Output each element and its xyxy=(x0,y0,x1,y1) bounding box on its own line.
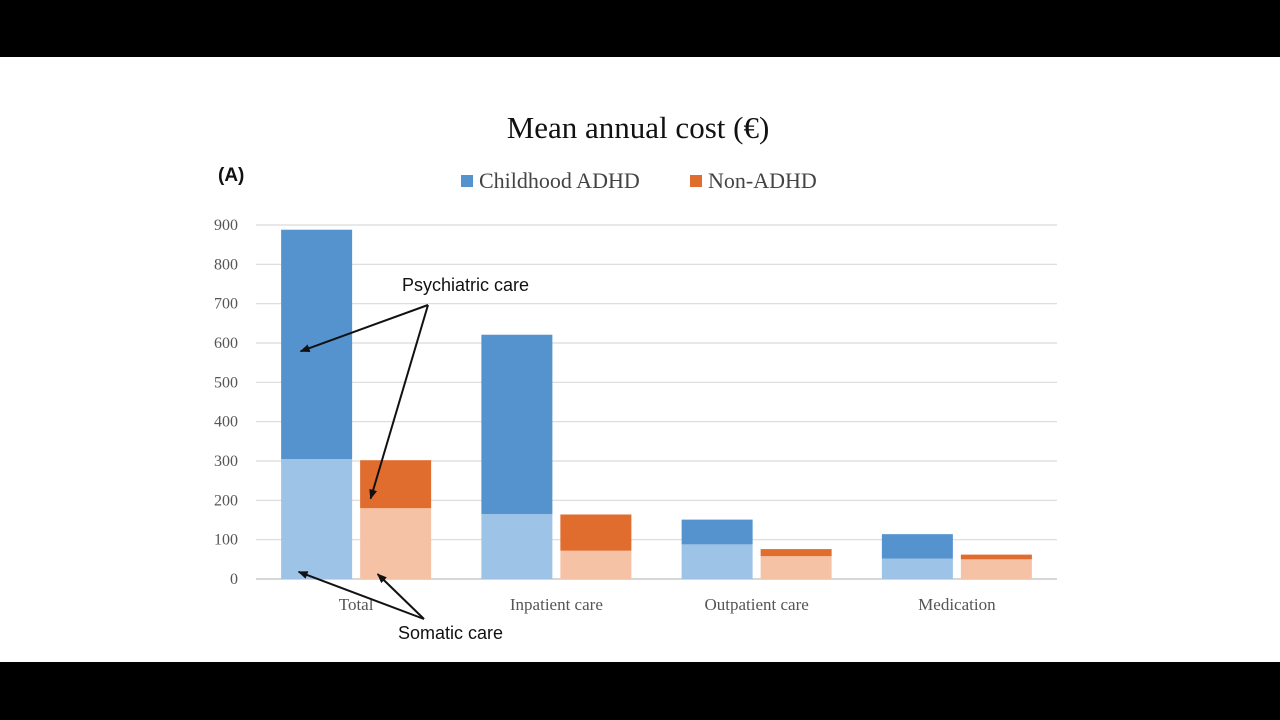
x-tick-label: Total xyxy=(339,595,374,614)
bar-segment-psychiatric xyxy=(560,514,632,551)
legend: Childhood ADHD Non-ADHD xyxy=(461,168,817,193)
legend-label: Non-ADHD xyxy=(708,168,817,193)
annotation-arrow xyxy=(376,573,425,620)
bar-segment-psychiatric xyxy=(960,554,1032,560)
annotation-psychiatric-care: Psychiatric care xyxy=(402,275,529,295)
legend-swatch xyxy=(461,175,473,187)
bar-segment-somatic xyxy=(881,558,953,579)
bar-segment-psychiatric xyxy=(360,460,432,509)
y-tick-label: 900 xyxy=(214,217,238,234)
bars xyxy=(281,229,1032,579)
y-tick-label: 700 xyxy=(214,296,238,313)
legend-swatch xyxy=(690,175,702,187)
x-tick-label: Medication xyxy=(918,595,996,614)
y-axis: 0 100 200 300 400 500 600 700 800 900 xyxy=(214,217,238,588)
chart: Mean annual cost (€) (A) Childhood ADHD N… xyxy=(214,110,1057,643)
x-axis: Total Inpatient care Outpatient care Medica… xyxy=(339,595,996,614)
y-tick-label: 0 xyxy=(230,571,238,588)
bar-segment-psychiatric xyxy=(881,534,953,559)
y-tick-label: 200 xyxy=(214,492,238,509)
y-tick-label: 800 xyxy=(214,256,238,273)
bar-segment-somatic xyxy=(960,559,1032,579)
bar-segment-somatic xyxy=(360,508,432,579)
annotation-somatic-care: Somatic care xyxy=(398,623,503,643)
legend-label: Childhood ADHD xyxy=(479,168,640,193)
bar-segment-somatic xyxy=(281,459,353,579)
x-tick-label: Outpatient care xyxy=(704,595,808,614)
chart-title: Mean annual cost (€) xyxy=(507,110,770,145)
bar-segment-somatic xyxy=(760,556,832,579)
bar-segment-somatic xyxy=(481,514,553,579)
panel-label: (A) xyxy=(218,165,244,186)
bar-segment-psychiatric xyxy=(760,549,832,557)
annotations: Psychiatric care Somatic care xyxy=(297,275,529,643)
bar-segment-psychiatric xyxy=(481,334,553,515)
y-tick-label: 600 xyxy=(214,335,238,352)
y-tick-label: 400 xyxy=(214,414,238,431)
x-tick-label: Inpatient care xyxy=(510,595,603,614)
bar-segment-psychiatric xyxy=(681,519,753,545)
bar-segment-somatic xyxy=(681,544,753,579)
slide: Mean annual cost (€) (A) Childhood ADHD N… xyxy=(0,57,1280,662)
annotation-arrow xyxy=(299,304,429,353)
y-tick-label: 100 xyxy=(214,532,238,549)
y-tick-label: 500 xyxy=(214,374,238,391)
bar-segment-somatic xyxy=(560,550,632,579)
bar-segment-psychiatric xyxy=(281,229,353,460)
annotation-arrow xyxy=(369,304,429,500)
y-tick-label: 300 xyxy=(214,453,238,470)
annotation-arrow xyxy=(297,570,425,620)
